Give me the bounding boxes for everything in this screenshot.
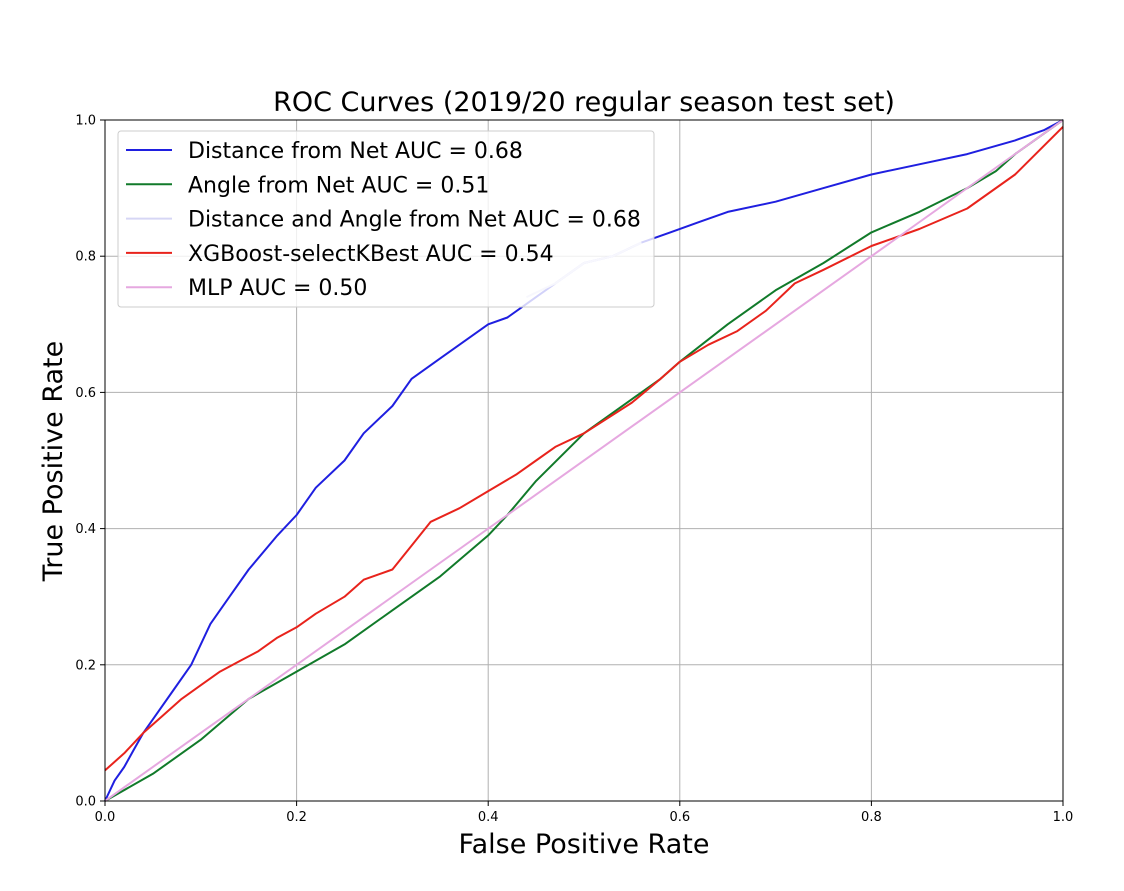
axes-frame xyxy=(104,119,1064,802)
x-axis-label: False Positive Rate xyxy=(459,829,710,860)
chart-title: ROC Curves (2019/20 regular season test … xyxy=(273,87,895,118)
y-tick-label: 0.8 xyxy=(75,250,96,265)
legend-label-1: Angle from Net AUC = 0.51 xyxy=(188,173,489,198)
legend-label-0: Distance from Net AUC = 0.68 xyxy=(188,139,523,164)
y-tick-label: 0.4 xyxy=(75,522,96,537)
legend-label-4: MLP AUC = 0.50 xyxy=(188,276,367,301)
legend-box xyxy=(117,130,655,308)
plot-area: 0.0 0.2 0.4 0.6 0.8 1.0 0.0 0.2 0.4 0.6 0.8 1.0 Dist… xyxy=(75,114,1073,826)
x-tick-label: 1.0 xyxy=(1053,810,1074,825)
legend-label-2: Distance and Angle from Net AUC = 0.68 xyxy=(188,208,641,233)
x-tick-label: 0.8 xyxy=(861,810,882,825)
x-tick-label: 0.2 xyxy=(286,810,307,825)
y-tick-label: 0.6 xyxy=(75,386,96,401)
series-line-0 xyxy=(104,119,1064,802)
x-tick-label: 0.6 xyxy=(669,810,690,825)
y-tick-label: 0.0 xyxy=(75,795,96,810)
x-tick-label: 0.4 xyxy=(478,810,499,825)
x-tick-label: 0.0 xyxy=(95,810,116,825)
series-line-4 xyxy=(104,119,1064,802)
legend-label-3: XGBoost-selectKBest AUC = 0.54 xyxy=(188,242,554,267)
y-tick-label: 1.0 xyxy=(75,114,96,129)
y-axis-label: True Positive Rate xyxy=(38,341,69,583)
series-line-3 xyxy=(104,126,1064,772)
y-tick-label: 0.2 xyxy=(75,658,96,673)
